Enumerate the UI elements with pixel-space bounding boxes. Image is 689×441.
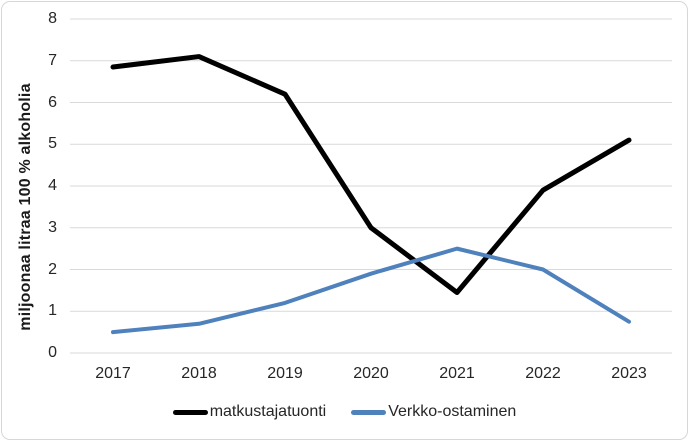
y-tick-label: 0 (48, 344, 57, 361)
x-tick-label: 2018 (181, 365, 217, 382)
legend-label: matkustajatuonti (209, 403, 327, 420)
y-tick-label: 4 (48, 177, 57, 194)
legend-item-verkko-ostaminen[interactable]: Verkko-ostaminen (351, 403, 516, 421)
series-line-matkustajatuonti[interactable] (110, 54, 632, 295)
x-tick-label: 2020 (353, 365, 389, 382)
legend: matkustajatuonti Verkko-ostaminen (0, 403, 689, 421)
y-tick-label: 3 (48, 218, 57, 236)
y-tick-label: 1 (48, 302, 57, 320)
legend-item-matkustajatuonti[interactable]: matkustajatuonti (172, 403, 327, 421)
legend-label: Verkko-ostaminen (388, 403, 517, 420)
x-tick-label: 2022 (525, 365, 561, 382)
y-tick-label: 7 (48, 51, 57, 69)
x-tick-label: 2023 (611, 365, 647, 382)
x-tick-label: 2019 (267, 365, 303, 382)
y-tick-label: 6 (48, 93, 57, 111)
y-tick-label: 5 (48, 135, 57, 153)
y-tick-label: 8 (48, 10, 57, 27)
x-tick-label: 2021 (439, 365, 475, 382)
series-line-Verkko-ostaminen[interactable] (111, 246, 631, 335)
blue-line-marker-icon (351, 409, 387, 415)
x-tick-label: 2017 (95, 365, 131, 382)
black-line-marker-icon (172, 409, 208, 415)
y-tick-label: 2 (48, 260, 57, 278)
y-axis-title: miljoonaa litraa 100 % alkoholia (17, 83, 34, 331)
